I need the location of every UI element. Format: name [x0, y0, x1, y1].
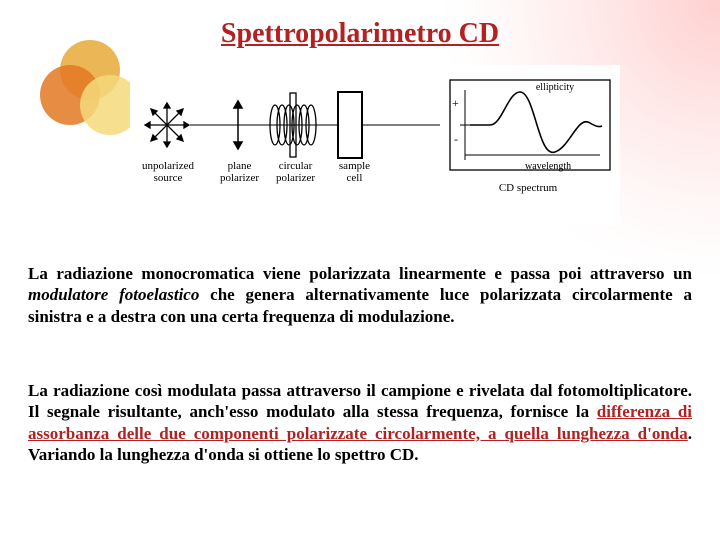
- para1-em: modulatore fotoelastico: [28, 285, 199, 304]
- paragraph-2: La radiazione così modulata passa attrav…: [28, 380, 692, 465]
- paragraph-1: La radiazione monocromatica viene polari…: [28, 263, 692, 327]
- chart-xlabel: wavelength: [525, 161, 571, 172]
- label-plane-polarizer: planepolarizer: [212, 160, 267, 184]
- label-circular-polarizer: circularpolarizer: [268, 160, 323, 184]
- para1-pre: La radiazione monocromatica viene polari…: [28, 264, 692, 283]
- label-source: unpolarizedsource: [138, 160, 198, 184]
- chart-plus: +: [452, 97, 459, 110]
- label-spectrum: CD spectrum: [488, 182, 568, 194]
- label-sample: samplecell: [332, 160, 377, 184]
- chart-minus: -: [454, 133, 458, 146]
- spectropolarimeter-diagram: unpolarizedsource planepolarizer circula…: [130, 65, 620, 225]
- chart-ylabel: ellipticity: [530, 82, 580, 93]
- page-title: Spettropolarimetro CD: [0, 18, 720, 50]
- cd-spectrum-chart: [450, 80, 610, 170]
- sample-cell-icon: [338, 92, 362, 158]
- unpolarized-source-icon: [145, 103, 189, 147]
- para2-pre: La radiazione così modulata passa attrav…: [28, 381, 692, 421]
